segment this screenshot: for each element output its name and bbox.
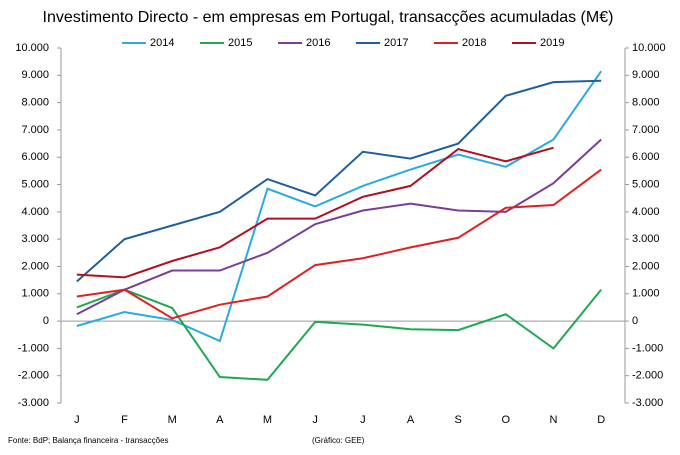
- series-line: [76, 146, 554, 279]
- y2-tick-label: 3.000: [632, 233, 660, 245]
- y2-tick-label: 10.000: [632, 42, 666, 54]
- y-tick-label: 4.000: [21, 206, 49, 218]
- y2-tick-label: 6.000: [632, 151, 660, 163]
- x-tick-label: N: [550, 414, 558, 426]
- y-tick-label: 7.000: [21, 124, 49, 136]
- credit: (Gráfico: GEE): [312, 436, 365, 445]
- legend-label: 2016: [306, 37, 330, 49]
- y-tick-label: -3.000: [18, 397, 49, 409]
- y-tick-label: 2.000: [21, 260, 49, 272]
- legend-label: 2017: [384, 37, 408, 49]
- x-tick-label: D: [597, 414, 605, 426]
- chart-title: Investimento Directo - em empresas em Po…: [43, 9, 614, 26]
- y2-tick-label: 9.000: [632, 69, 660, 81]
- x-tick-label: M: [168, 414, 177, 426]
- series-line: [76, 138, 602, 316]
- y-tick-label: 3.000: [21, 233, 49, 245]
- x-tick-label: F: [121, 414, 128, 426]
- y-tick-label: 8.000: [21, 97, 49, 109]
- series-line: [76, 70, 602, 343]
- y2-tick-label: 4.000: [632, 206, 660, 218]
- y-tick-label: 0: [43, 315, 49, 327]
- y-tick-label: 10.000: [15, 42, 49, 54]
- legend-label: 2014: [150, 37, 174, 49]
- y-tick-label: -1.000: [18, 342, 49, 354]
- x-tick-label: A: [216, 414, 224, 426]
- series-line: [76, 79, 602, 283]
- y2-tick-label: 0: [632, 315, 638, 327]
- legend-label: 2015: [228, 37, 252, 49]
- y-tick-label: 6.000: [21, 151, 49, 163]
- y2-tick-label: -3.000: [632, 397, 663, 409]
- y2-tick-label: -1.000: [632, 342, 663, 354]
- legend-label: 2019: [540, 37, 564, 49]
- y2-tick-label: 1.000: [632, 288, 660, 300]
- y-tick-label: 9.000: [21, 69, 49, 81]
- x-tick-label: J: [312, 414, 318, 426]
- x-tick-label: O: [502, 414, 511, 426]
- y-tick-label: 5.000: [21, 178, 49, 190]
- x-tick-label: J: [360, 414, 366, 426]
- y2-tick-label: 2.000: [632, 260, 660, 272]
- source: Fonte: BdP; Balança financeira - transac…: [8, 436, 169, 445]
- y-tick-label: 1.000: [21, 288, 49, 300]
- x-tick-label: S: [454, 414, 461, 426]
- y2-tick-label: 5.000: [632, 178, 660, 190]
- y-tick-label: -2.000: [18, 370, 49, 382]
- x-tick-label: M: [263, 414, 272, 426]
- y2-tick-label: -2.000: [632, 370, 663, 382]
- y2-tick-label: 8.000: [632, 97, 660, 109]
- y2-tick-label: 7.000: [632, 124, 660, 136]
- x-tick-label: A: [407, 414, 415, 426]
- series-line: [76, 168, 602, 320]
- legend-label: 2018: [462, 37, 486, 49]
- x-tick-label: J: [74, 414, 80, 426]
- series-line: [76, 288, 602, 381]
